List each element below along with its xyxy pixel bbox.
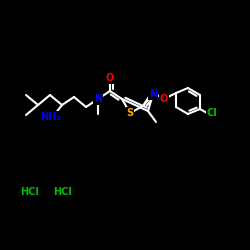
Text: N: N (149, 89, 157, 99)
Text: S: S (126, 108, 134, 118)
Text: HCl: HCl (53, 187, 72, 197)
Text: NH₂: NH₂ (40, 112, 60, 122)
Text: HCl: HCl (20, 187, 39, 197)
Text: O: O (106, 73, 114, 83)
Text: O: O (160, 94, 168, 104)
Text: N: N (94, 94, 102, 104)
Text: Cl: Cl (206, 108, 218, 118)
